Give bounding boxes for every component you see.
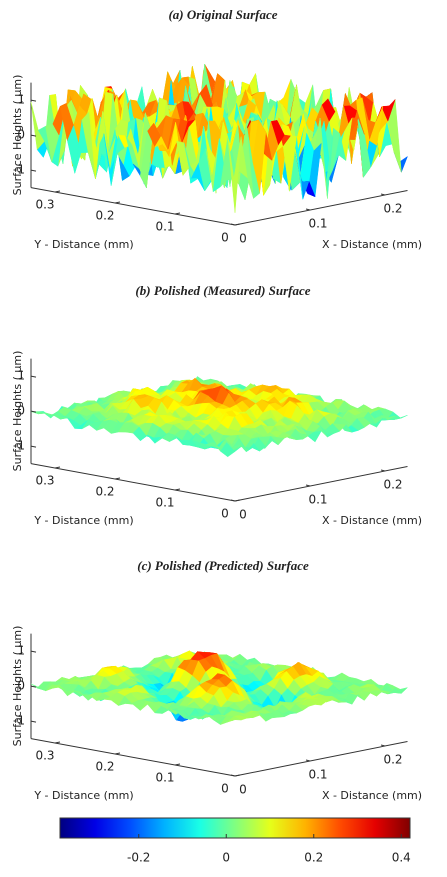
y-tick: [234, 499, 241, 502]
panel-title: (c) Polished (Predicted) Surface: [137, 558, 309, 573]
colorbar-tick-label: -0.2: [127, 851, 150, 865]
x-axis-label: X - Distance (mm): [322, 514, 422, 527]
z-tick: [30, 410, 37, 413]
z-tick-label: -1: [13, 439, 25, 453]
x-tick: [230, 499, 236, 502]
y-axis: [30, 738, 236, 777]
y-axis-label: Y - Distance (mm): [33, 514, 133, 527]
z-tick: [30, 169, 37, 172]
y-tick-label: 0: [221, 782, 229, 796]
x-tick-label: 0.1: [308, 768, 327, 782]
y-tick: [234, 223, 241, 226]
x-tick-label: 0: [239, 232, 247, 246]
x-tick: [230, 774, 236, 777]
z-tick: [30, 685, 37, 688]
y-axis-label: Y - Distance (mm): [33, 238, 133, 251]
colorbar-tick-label: 0.4: [392, 851, 411, 865]
z-tick-label: 0: [17, 404, 25, 418]
y-tick-label: 0.1: [155, 771, 174, 785]
x-tick: [380, 744, 386, 747]
x-tick-label: 0.1: [308, 217, 327, 231]
y-tick: [54, 741, 61, 744]
z-tick-label: -1: [13, 163, 25, 177]
y-axis: [30, 463, 236, 502]
panel-title: (b) Polished (Measured) Surface: [135, 283, 310, 298]
z-axis-label: Surface Heights ( µm): [11, 626, 24, 747]
x-tick-label: 0: [239, 783, 247, 797]
z-tick-label: 1: [17, 369, 25, 383]
z-tick: [30, 720, 37, 723]
z-tick-label: 0: [17, 128, 25, 142]
surface: [30, 650, 409, 726]
x-tick-label: 0.2: [383, 753, 402, 767]
z-axis-label: Surface Heights ( µm): [11, 351, 24, 472]
y-tick: [114, 477, 121, 480]
z-axis-label: Surface Heights ( µm): [11, 75, 24, 196]
y-tick-label: 0.1: [155, 496, 174, 510]
y-tick-label: 0: [221, 507, 229, 521]
y-tick: [174, 488, 181, 491]
y-tick-label: 0.3: [35, 198, 54, 212]
x-tick-label: 0.1: [308, 493, 327, 507]
z-tick: [30, 650, 37, 653]
colorbar-tick-label: 0.2: [304, 851, 323, 865]
z-tick-label: 0: [17, 679, 25, 693]
x-axis-label: X - Distance (mm): [322, 789, 422, 802]
x-axis: [234, 741, 408, 777]
y-tick-label: 0.2: [95, 209, 114, 223]
colorbar-tick-label: 0: [222, 851, 230, 865]
panel-title: (a) Original Surface: [168, 7, 277, 22]
x-tick-label: 0.2: [383, 478, 402, 492]
y-tick: [174, 212, 181, 215]
surface: [30, 63, 409, 213]
y-tick: [54, 190, 61, 193]
surface-patch: [227, 136, 242, 213]
y-tick-label: 0.3: [35, 474, 54, 488]
x-tick: [305, 208, 311, 211]
surface-patch: [227, 446, 242, 457]
y-tick: [114, 752, 121, 755]
z-tick: [30, 445, 37, 448]
z-tick-label: 1: [17, 93, 25, 107]
y-tick: [54, 466, 61, 469]
x-axis: [234, 466, 408, 502]
panel: (b) Polished (Measured) Surface 1 0 -1 0.3 0.…: [11, 283, 422, 527]
y-axis-label: Y - Distance (mm): [33, 789, 133, 802]
x-tick: [380, 469, 386, 472]
x-axis-label: X - Distance (mm): [322, 238, 422, 251]
z-tick-label: -1: [13, 714, 25, 728]
y-axis: [30, 187, 236, 226]
y-tick-label: 0: [221, 231, 229, 245]
panel: (c) Polished (Predicted) Surface 1 0 -1 0.3 0…: [11, 558, 422, 802]
z-tick: [30, 99, 37, 102]
x-tick: [380, 193, 386, 196]
x-tick: [305, 484, 311, 487]
x-tick-label: 0: [239, 508, 247, 522]
y-tick-label: 0.3: [35, 749, 54, 763]
surface: [30, 376, 408, 458]
x-tick: [305, 759, 311, 762]
z-tick: [30, 134, 37, 137]
x-axis: [234, 190, 408, 226]
y-tick: [234, 774, 241, 777]
surface-patch: [30, 101, 45, 151]
y-tick-label: 0.1: [155, 220, 174, 234]
x-tick-label: 0.2: [383, 202, 402, 216]
surface-patch: [227, 715, 242, 723]
x-tick: [230, 223, 236, 226]
y-tick: [174, 763, 181, 766]
y-tick-label: 0.2: [95, 760, 114, 774]
y-tick: [114, 201, 121, 204]
colorbar: [59, 817, 411, 839]
z-tick-label: 1: [17, 644, 25, 658]
z-tick: [30, 375, 37, 378]
y-tick-label: 0.2: [95, 485, 114, 499]
